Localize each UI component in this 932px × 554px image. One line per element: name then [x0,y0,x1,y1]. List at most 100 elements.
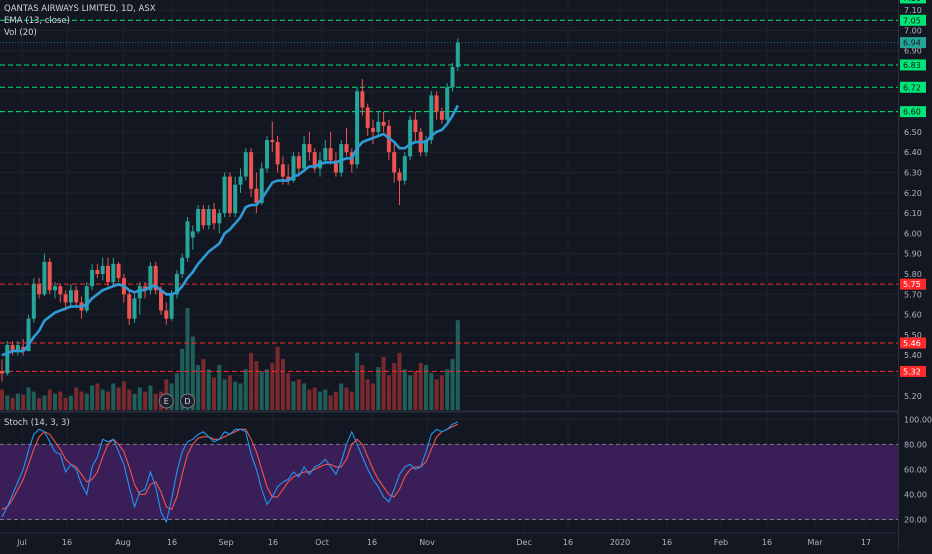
volume-bar-62 [328,395,333,410]
x-tick-5: 16 [268,538,278,547]
candle-body-25 [132,298,137,319]
x-tick-14: 16 [762,538,772,547]
candle-body-84 [445,87,450,120]
volume-bar-41 [217,365,222,410]
x-tick-12: 16 [662,538,672,547]
volume-bar-1 [5,395,10,410]
volume-bar-26 [137,387,142,410]
x-tick-4: Sep [218,538,233,547]
candle-body-86 [455,42,460,67]
level-badge-label-3: 6.83 [903,61,921,70]
level-badge-2 [900,37,926,49]
stoch-legend[interactable]: Stoch (14, 3, 3) [4,418,70,428]
candle-body-47 [249,152,254,189]
ema-label: EMA (13, close) [4,16,70,26]
volume-bar-52 [275,346,280,410]
volume-bar-19 [100,389,105,410]
volume-bar-51 [270,363,275,410]
level-badge-0 [900,0,926,4]
level-badge-label-0: 7.16 [903,0,921,3]
volume-bar-71 [376,367,381,410]
volume-bar-54 [286,373,291,410]
volume-bar-73 [386,375,391,410]
volume-bar-18 [95,383,100,410]
candle-body-5 [26,318,31,352]
volume-bar-3 [15,393,20,410]
candle-body-9 [47,261,52,291]
volume-legend[interactable]: Vol (20) [4,28,37,38]
candle-body-54 [286,176,291,181]
price-tick-6: 6.50 [904,128,922,137]
volume-label: Vol (20) [4,28,37,38]
level-badge-label-4: 6.72 [903,83,921,92]
candle-body-45 [238,176,243,185]
stoch-band [0,443,898,520]
price-tick-16: 5.50 [904,331,922,340]
candle-body-81 [429,95,434,141]
level-badge-1 [900,14,926,26]
symbol-legend[interactable]: QANTAS AIRWAYS LIMITED, 1D, ASX [4,4,156,14]
level-badge-7 [900,337,926,349]
x-tick-0: Jul [16,538,27,547]
volume-bar-36 [190,336,195,410]
candle-body-67 [355,91,360,165]
volume-bar-67 [355,352,360,410]
candle-body-13 [68,290,73,303]
candle-body-14 [74,290,79,303]
volume-bar-79 [418,363,423,410]
volume-bar-66 [349,391,354,410]
volume-bar-59 [312,387,317,410]
volume-bar-27 [143,391,148,410]
volume-bar-76 [402,369,407,410]
candle-body-69 [365,107,370,128]
volume-bar-14 [74,387,79,410]
volume-bar-69 [365,379,370,410]
candle-body-78 [413,119,418,132]
volume-bar-11 [58,391,63,410]
candle-body-70 [371,127,375,132]
event-label-0: E [164,397,169,406]
stoch-k-line [1,421,459,524]
volume-bar-56 [296,379,301,410]
volume-bar-50 [265,369,269,410]
candle-body-48 [254,188,259,203]
volume-bar-57 [302,383,307,410]
volume-bar-64 [339,383,344,410]
stoch-band-fill [0,444,898,520]
volume-bar-39 [206,369,211,410]
x-tick-2: Aug [115,538,131,547]
candle-body-26 [137,286,142,299]
volume-bar-58 [307,389,312,410]
candles [0,38,460,382]
candle-body-39 [206,209,211,226]
stoch-lines [1,421,459,524]
level-badge-label-8: 5.32 [903,367,921,376]
candle-body-18 [95,269,100,275]
candle-body-43 [227,176,232,214]
volume-bar-82 [434,379,439,410]
ema-legend[interactable]: EMA (13, close) [4,16,70,26]
candle-body-57 [302,144,307,169]
candle-body-30 [159,290,163,311]
volume-bar-80 [424,365,428,410]
candle-body-58 [307,144,312,153]
x-tick-16: 17 [861,538,871,547]
volume-bar-42 [222,379,227,410]
volume-bar-85 [450,359,455,410]
volume-bar-61 [323,389,328,410]
candle-body-28 [148,265,153,291]
volume-bar-34 [180,348,185,410]
volume-bar-12 [63,397,68,410]
candle-body-27 [143,286,148,291]
x-tick-10: 16 [563,538,573,547]
x-tick-13: Feb [714,538,728,547]
price-tick-1: 7.00 [904,26,922,35]
level-badge-6 [900,278,926,290]
level-badge-4 [900,81,926,93]
candle-body-16 [84,286,89,311]
candle-body-65 [344,144,349,153]
price-tick-9: 6.20 [904,189,922,198]
volume-bar-44 [233,381,238,410]
candle-body-71 [376,121,381,132]
